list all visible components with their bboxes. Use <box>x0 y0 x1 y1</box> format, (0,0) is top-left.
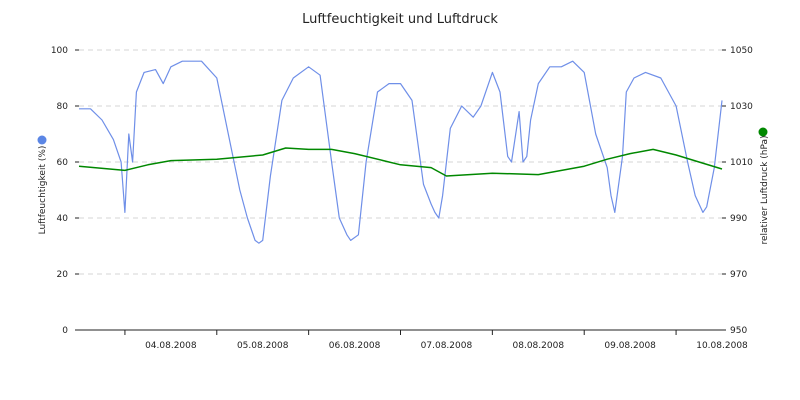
right-tick-label: 950 <box>730 326 747 336</box>
right-axis-legend-dot <box>758 127 768 137</box>
x-tick-label: 04.08.2008 <box>145 341 197 351</box>
left-tick-label: 80 <box>57 102 69 112</box>
humidity-series-line <box>79 60 723 244</box>
x-tick-label: 07.08.2008 <box>421 341 473 351</box>
axes: 0 20 40 60 80 100 950 970 990 1010 1030 1050 04.08.2… <box>51 46 753 351</box>
right-tick-label: 1050 <box>730 46 753 56</box>
right-tick-label: 1030 <box>730 102 753 112</box>
right-tick-label: 1010 <box>730 158 753 168</box>
left-axis-legend-dot <box>37 135 47 145</box>
right-axis-label: relativer Luftdruck (hPa) <box>760 135 770 244</box>
x-tick-label: 05.08.2008 <box>237 341 289 351</box>
left-tick-label: 20 <box>57 270 69 280</box>
left-tick-label: 40 <box>57 214 69 224</box>
left-tick-label: 100 <box>51 46 68 56</box>
x-tick-label: 09.08.2008 <box>604 341 656 351</box>
right-tick-label: 990 <box>730 214 747 224</box>
grid <box>79 49 722 275</box>
x-tick-label: 10.08.2008 <box>696 341 748 351</box>
right-tick-label: 970 <box>730 270 747 280</box>
x-tick-label: 08.08.2008 <box>513 341 565 351</box>
series <box>78 60 723 244</box>
left-tick-label: 0 <box>62 326 68 336</box>
x-tick-label: 06.08.2008 <box>329 341 381 351</box>
axis-labels: Luftfeuchtigkeit (%) relativer Luftdruck… <box>37 127 770 245</box>
chart-title: Luftfeuchtigkeit und Luftdruck <box>302 12 498 27</box>
pressure-series-line <box>78 147 723 177</box>
left-tick-label: 60 <box>57 158 69 168</box>
left-axis-label: Luftfeuchtigkeit (%) <box>38 146 48 235</box>
